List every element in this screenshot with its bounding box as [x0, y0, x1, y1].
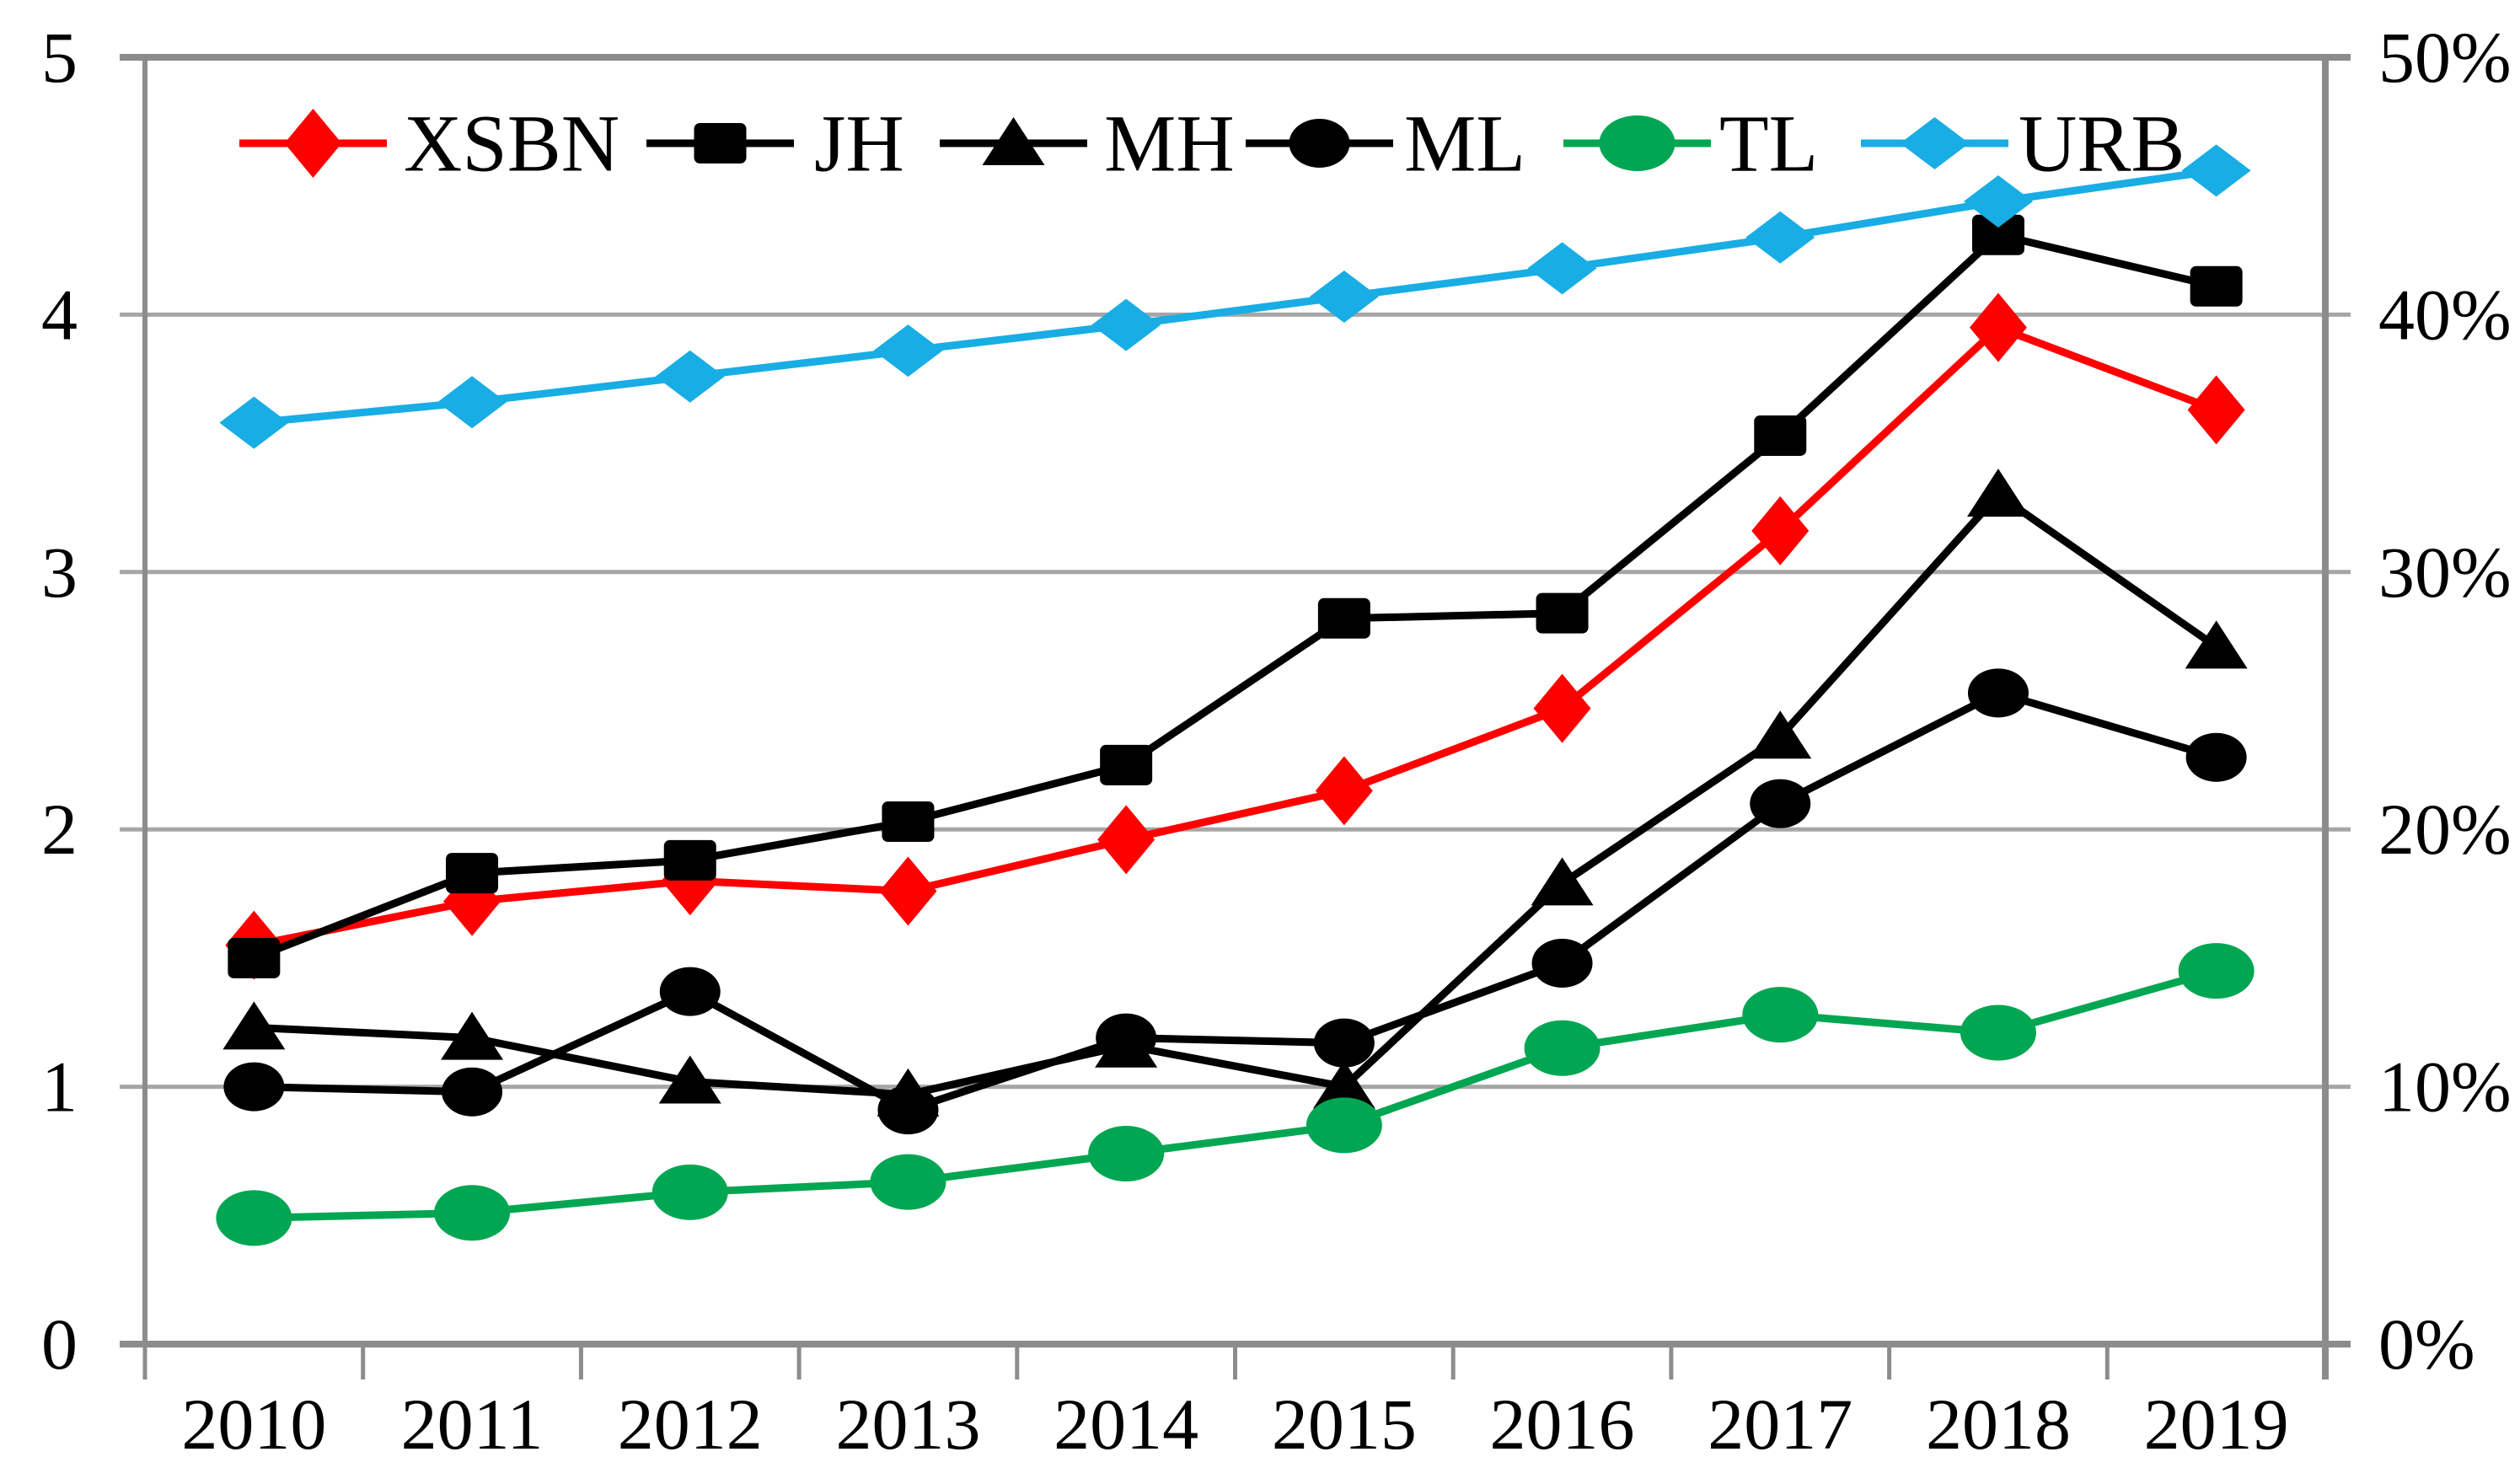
series-TL-marker: [216, 1190, 292, 1246]
x-axis-tick-label: 2019: [2144, 1384, 2289, 1465]
series-MH-line: [254, 490, 2219, 1099]
series-JH-marker: [1100, 744, 1153, 785]
series-JH-marker: [882, 801, 935, 843]
x-axis-tick-label: 2012: [618, 1384, 763, 1465]
series-URB-marker: [1091, 298, 1161, 351]
right-axis-tick-label: 30%: [2378, 532, 2512, 613]
series-TL-marker: [651, 1164, 728, 1220]
series-URB-marker: [1963, 175, 2033, 228]
legend-ML-label: ML: [1404, 99, 1525, 189]
right-axis-tick-label: 0%: [2378, 1304, 2475, 1385]
series-URB-marker: [873, 324, 943, 378]
series-XSBN-marker: [1751, 496, 1810, 565]
series-MH-marker: [441, 1011, 504, 1060]
series-URB-marker: [2181, 144, 2251, 197]
right-axis-tick-label: 20%: [2378, 789, 2512, 870]
x-axis-tick-label: 2010: [181, 1384, 326, 1465]
legend-URB-label: URB: [2019, 99, 2185, 189]
series-URB-marker: [219, 396, 289, 449]
series-XSBN-marker: [1969, 292, 2027, 362]
series-JH-marker: [1971, 214, 2024, 255]
legend-JH-label: JH: [814, 99, 904, 189]
series-TL-marker: [1524, 1020, 1600, 1076]
legend-URB-marker-icon: [1900, 117, 1970, 169]
series-JH-line: [252, 230, 2217, 962]
legend-JH-marker-icon: [694, 123, 747, 163]
series-ML-marker: [1313, 1018, 1375, 1068]
legend-TL-marker-icon: [1599, 115, 1676, 171]
series-TL-marker: [870, 1154, 946, 1210]
series-ML-marker: [1096, 1013, 1157, 1063]
series-URB-line: [253, 166, 2217, 427]
series-MH-marker: [1749, 710, 1812, 759]
legend-MH-label: MH: [1104, 99, 1235, 189]
series-URB-marker: [1527, 242, 1597, 295]
left-axis-tick-label: 2: [41, 789, 78, 870]
x-axis-tick-label: 2014: [1054, 1384, 1198, 1465]
legend-XSBN-marker-icon: [284, 109, 342, 178]
series-JH-marker: [228, 937, 281, 978]
series-XSBN-marker: [2187, 375, 2245, 445]
series-ML-marker: [223, 1062, 285, 1112]
series-TL-marker: [1742, 987, 1819, 1043]
x-axis-tick-label: 2018: [1926, 1384, 2071, 1465]
series-ML-line: [254, 688, 2217, 1114]
series-XSBN-line: [253, 323, 2218, 950]
series-XSBN-marker: [1097, 805, 1155, 875]
series-ML-marker: [1967, 668, 2029, 718]
left-axis-tick-label: 1: [41, 1047, 78, 1128]
legend-MH-marker-icon: [982, 117, 1045, 165]
x-axis-tick-label: 2013: [835, 1384, 980, 1465]
series-JH-marker: [1536, 592, 1589, 634]
series-MH-marker: [1312, 1060, 1375, 1109]
series-XSBN-marker: [879, 856, 937, 926]
series-URB-marker: [655, 350, 725, 403]
right-axis-tick-label: 40%: [2378, 274, 2512, 355]
series-MH-marker: [1531, 857, 1594, 906]
series-JH-marker: [663, 839, 716, 881]
series-MH-marker: [2185, 620, 2248, 669]
series-ML-marker: [659, 967, 721, 1016]
series-TL-marker: [1960, 1005, 2036, 1061]
left-axis-tick-label: 5: [41, 17, 78, 98]
series-TL-marker: [434, 1185, 511, 1241]
series-ML-marker: [1531, 939, 1593, 988]
left-axis-tick-label: 4: [41, 274, 78, 355]
x-axis-tick-label: 2015: [1272, 1384, 1417, 1465]
left-axis-tick-label: 3: [41, 532, 78, 613]
series-ML-marker: [1750, 779, 1811, 828]
series-MH-marker: [658, 1055, 721, 1104]
x-axis-tick-label: 2017: [1708, 1384, 1852, 1465]
series-ML-marker: [442, 1067, 503, 1117]
series-MH-marker: [223, 1001, 286, 1050]
series-TL-marker: [2178, 943, 2255, 999]
right-axis-tick-label: 10%: [2378, 1047, 2512, 1128]
series-URB-marker: [1309, 271, 1379, 324]
legend-XSBN-label: XSBN: [404, 99, 619, 189]
series-JH-marker: [2190, 265, 2243, 307]
legend-ML-marker-icon: [1289, 119, 1350, 168]
series-JH-marker: [1317, 597, 1370, 639]
series-JH-marker: [1754, 415, 1807, 456]
x-axis-tick-label: 2016: [1490, 1384, 1635, 1465]
series-XSBN-marker: [1533, 673, 1591, 743]
right-axis-tick-label: 50%: [2378, 17, 2512, 98]
series-URB-marker: [437, 376, 507, 429]
series-URB-marker: [1745, 211, 1815, 264]
series-XSBN-marker: [1315, 756, 1373, 826]
series-MH-marker: [1966, 469, 2029, 517]
series-JH-marker: [446, 853, 499, 894]
series-TL-line: [254, 967, 2217, 1222]
legend-TL-label: TL: [1719, 99, 1818, 189]
series-TL-marker: [1088, 1126, 1165, 1182]
series-ML-marker: [877, 1085, 939, 1135]
x-axis-tick-label: 2011: [401, 1384, 544, 1465]
series-ML-marker: [2185, 732, 2247, 782]
left-axis-tick-label: 0: [41, 1304, 78, 1385]
series-TL-marker: [1306, 1097, 1382, 1154]
